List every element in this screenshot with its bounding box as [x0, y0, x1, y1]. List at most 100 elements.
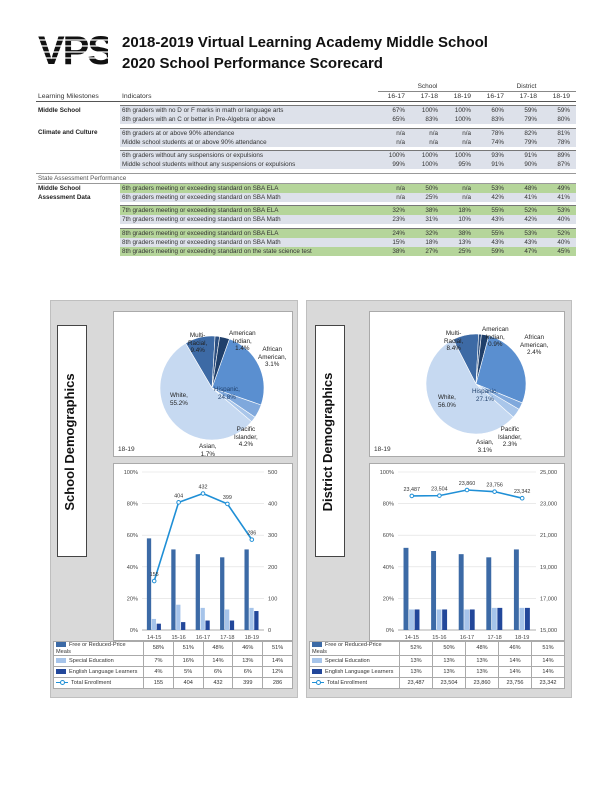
bar-special-education — [249, 607, 254, 630]
indicator-cell: 6th graders meeting or exceeding standar… — [120, 192, 378, 202]
indicator-cell: 8th graders meeting or exceeding standar… — [120, 237, 378, 247]
legend-cell: 14% — [531, 666, 565, 678]
y2-tick-label: 0 — [268, 628, 271, 634]
legend-cell: 58% — [143, 641, 174, 656]
legend-cell: 23,860 — [465, 677, 499, 689]
value-cell: 32% — [411, 227, 444, 238]
enrollment-label: 155 — [150, 572, 159, 578]
value-cell: 13% — [444, 237, 478, 247]
value-cell: n/a — [378, 183, 411, 193]
value-cell: n/a — [378, 192, 411, 202]
legend-cell: 4% — [143, 666, 174, 678]
enrollment-label: 23,342 — [514, 489, 531, 495]
section-assessment: State Assessment Performance — [36, 172, 577, 184]
scorecard-row: 8th graders meeting or exceeding standar… — [36, 237, 577, 247]
value-cell: 42% — [477, 192, 511, 202]
enrollment-label: 23,487 — [404, 487, 421, 493]
value-cell: 60% — [477, 105, 511, 115]
value-cell: n/a — [444, 127, 478, 138]
y2-tick-label: 25,000 — [540, 470, 557, 476]
pie-label-afam: African American, 3.1% — [258, 346, 287, 368]
milestone-cell — [36, 115, 120, 124]
milestone-cell — [36, 238, 120, 247]
scorecard-row: Climate and Culture 6th graders at or abo… — [36, 127, 577, 138]
legend-sped: Special Education — [325, 658, 370, 664]
value-cell: 43% — [477, 237, 511, 247]
milestone-cell — [36, 206, 120, 216]
bar-special-education — [151, 618, 157, 630]
bar-free-or-reduced-price-meals — [195, 554, 200, 630]
school-combo-chart-box: 0% 20% 40% 60% 80% 100% 0 100 200 300 400 500 14-15 1… — [113, 463, 293, 641]
value-cell: 40% — [543, 215, 577, 224]
legend-cell: 14% — [498, 655, 532, 667]
indicator-cell: 6th graders at or above 90% attendance — [120, 127, 378, 138]
bar-free-or-reduced-price-meals — [486, 557, 492, 630]
value-cell: 45% — [543, 246, 577, 256]
x-tick-label: 17-18 — [487, 635, 501, 641]
value-cell: n/a — [378, 127, 411, 138]
value-cell: 38% — [444, 227, 478, 238]
indicator-cell: 7th graders meeting or exceeding standar… — [120, 215, 378, 224]
x-tick-label: 17-18 — [220, 635, 234, 641]
milestone-cell — [36, 228, 120, 238]
bar-free-or-reduced-price-meals — [171, 549, 176, 630]
milestone-cell: Climate and Culture — [38, 129, 98, 137]
legend-cell: 14% — [262, 655, 293, 667]
milestone-cell: Middle School — [38, 184, 81, 192]
value-cell: 87% — [543, 160, 577, 169]
value-cell: 38% — [378, 246, 411, 256]
legend-cell: 155 — [143, 677, 174, 689]
district-demographics-panel: District Demographics 18-19 Multi- Racial… — [306, 300, 572, 698]
value-cell: 78% — [543, 137, 577, 147]
bar-english-language-learners — [156, 623, 161, 630]
bar-free-or-reduced-price-meals — [244, 549, 249, 630]
enrollment-point — [151, 578, 157, 584]
value-cell: 95% — [444, 160, 478, 169]
value-cell: 42% — [510, 215, 544, 224]
scorecard-table: School District Learning Milestones Indi… — [36, 82, 577, 256]
bar-english-language-learners — [205, 620, 210, 630]
x-tick-label: 15-16 — [171, 635, 185, 641]
enrollment-label: 23,860 — [459, 481, 476, 487]
value-cell: n/a — [411, 127, 444, 138]
bar-english-language-learners — [524, 607, 530, 630]
school-title-box: School Demographics — [57, 325, 87, 557]
enrollment-point — [176, 500, 181, 505]
milestone-cell — [36, 160, 120, 169]
scorecard-row: 7th graders meeting or exceeding standar… — [36, 215, 577, 224]
value-cell: 59% — [477, 246, 511, 256]
legend-cell: 13% — [399, 655, 433, 667]
value-cell: 100% — [444, 105, 478, 115]
school-group-header: School — [378, 82, 478, 92]
indicator-cell: Middle school students without any suspe… — [120, 160, 378, 169]
legend-sped: Special Education — [69, 658, 114, 664]
legend-enroll: Total Enrollment — [71, 680, 112, 686]
legend-cell: 14% — [531, 655, 565, 667]
bar-english-language-learners — [181, 622, 186, 630]
legend-cell: 51% — [262, 641, 293, 656]
value-cell: 47% — [510, 246, 544, 256]
indicator-cell: 6th graders meeting or exceeding standar… — [120, 183, 378, 193]
value-cell: 55% — [477, 205, 511, 215]
bar-special-education — [409, 609, 414, 630]
scorecard-row: 8th graders with an C or better in Pre-A… — [36, 115, 577, 124]
value-cell: 78% — [477, 127, 511, 138]
pie-label-amind: American Indian, 1.4% — [229, 330, 256, 352]
legend-cell: 12% — [262, 666, 293, 678]
pie-slice-hispanic — [211, 338, 265, 406]
legend-cell: 50% — [432, 641, 466, 656]
bar-free-or-reduced-price-meals — [513, 549, 519, 630]
value-cell: 18% — [444, 205, 478, 215]
legend-frl: Free or Reduced-Price Meals — [312, 642, 382, 655]
value-cell: 25% — [444, 246, 478, 256]
value-cell: 49% — [543, 183, 577, 193]
title-line-2: 2020 School Performance Scorecard — [122, 55, 383, 72]
enrollment-point — [249, 537, 255, 542]
value-cell: 15% — [378, 237, 411, 247]
year-header: 16-17 — [378, 91, 411, 102]
y-tick-label: 0% — [130, 628, 138, 634]
bar-english-language-learners — [229, 620, 235, 630]
bar-english-language-learners — [442, 609, 448, 630]
district-ethnicity-pie — [425, 333, 527, 435]
legend-cell: 432 — [202, 677, 234, 689]
